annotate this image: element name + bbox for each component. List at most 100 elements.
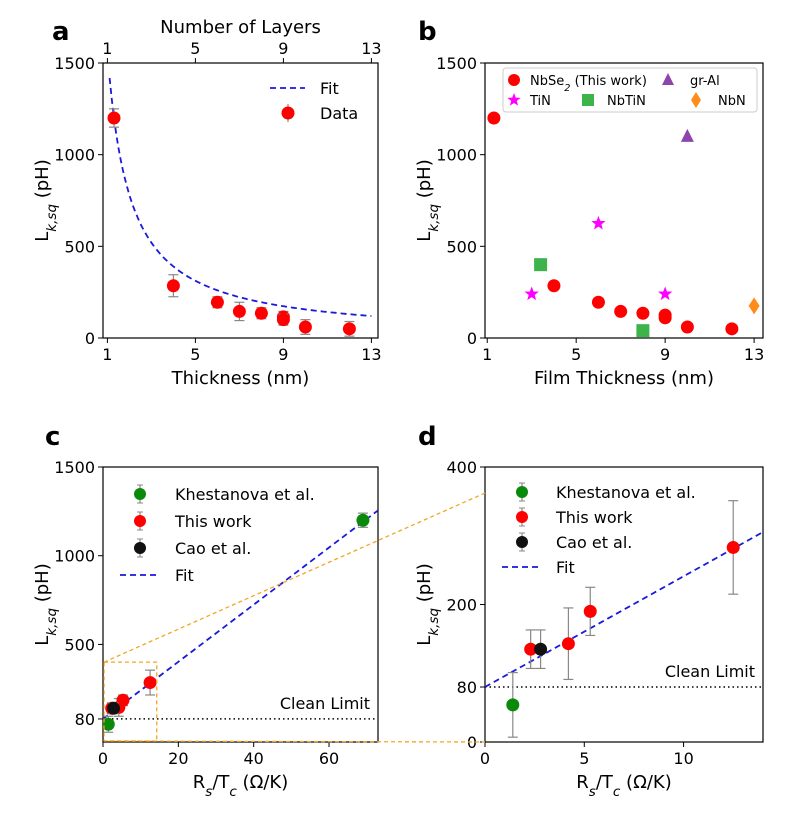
legend-label: This work xyxy=(555,508,633,527)
top-x-tick-label: 13 xyxy=(361,39,381,58)
y-axis-label: Lk,sq (pH) xyxy=(414,563,442,645)
data-point-this-work xyxy=(561,637,575,651)
x-axis-label: Film Thickness (nm) xyxy=(534,368,714,389)
x-tick-label: 0 xyxy=(98,749,108,768)
data-point-nbse-this-work- xyxy=(591,295,605,309)
data-point-data xyxy=(276,313,290,327)
data-point-cao-et-al- xyxy=(107,701,121,715)
legend-swatch xyxy=(582,94,594,106)
x-axis-label: Rs/Tc (Ω/K) xyxy=(576,772,671,800)
data-point-nbse-this-work- xyxy=(680,320,694,334)
legend-label: Cao et al. xyxy=(556,533,632,552)
legend-data-swatch xyxy=(281,106,295,120)
plot-area xyxy=(487,111,760,338)
x-tick-label: 10 xyxy=(673,749,693,768)
panel-label-a: a xyxy=(52,17,70,47)
legend-data-label: Data xyxy=(320,104,358,123)
data-point-cao-et-al- xyxy=(534,642,548,656)
data-point-khestanova-et-al- xyxy=(356,513,370,527)
y-tick-label: 200 xyxy=(446,596,477,615)
data-point-nbse-this-work- xyxy=(725,322,739,336)
plot-area xyxy=(107,77,372,337)
y-tick-label: 0 xyxy=(467,329,477,348)
x-tick-label: 5 xyxy=(571,345,581,364)
panel-label-c: c xyxy=(45,422,60,452)
data-point-data xyxy=(232,304,246,318)
x-tick-label: 5 xyxy=(190,345,200,364)
data-point-nbtin xyxy=(636,324,650,338)
legend-label: Khestanova et al. xyxy=(175,485,315,504)
x-tick-label: 1 xyxy=(482,345,492,364)
data-point-tin xyxy=(524,286,539,301)
panel-a: a 1 5 9 13 0 500 1000 1500 1 5 9 13 Number of Layers T… xyxy=(32,17,382,389)
panel-b: b 1 5 9 13 0 500 1000 1500 Film Thickness (nm) Lk,… xyxy=(414,17,764,389)
fit-curve xyxy=(108,77,372,317)
legend-fit-label: Fit xyxy=(320,79,339,98)
clean-limit-label: Clean Limit xyxy=(280,694,370,713)
panel-label-d: d xyxy=(418,422,437,452)
data-point-khestanova-et-al- xyxy=(506,698,520,712)
x-tick-label: 40 xyxy=(244,749,264,768)
legend-swatch xyxy=(516,486,528,498)
clean-limit-label: Clean Limit xyxy=(665,662,755,681)
data-point-data xyxy=(210,295,224,309)
y-axis-label: Lk,sq (pH) xyxy=(414,159,442,241)
data-point-gr-al xyxy=(680,128,694,142)
data-point-nbtin xyxy=(534,258,548,272)
plot-area xyxy=(485,500,763,738)
data-point-this-work xyxy=(116,693,130,707)
panel-label-b: b xyxy=(418,17,437,47)
data-point-this-work xyxy=(726,540,740,554)
y-tick-label: 500 xyxy=(64,237,95,256)
legend-d: Khestanova et al. This work Cao et al. Fit xyxy=(502,482,696,577)
top-x-tick-label: 5 xyxy=(190,39,200,58)
data-point-data xyxy=(342,322,356,336)
legend-label: Cao et al. xyxy=(175,539,251,558)
legend-label: NbN xyxy=(718,94,746,109)
y-tick-label: 500 xyxy=(64,635,95,654)
data-point-data xyxy=(298,320,312,334)
axes-frame xyxy=(484,62,764,339)
legend-swatch xyxy=(516,536,528,548)
legend-label: NbTiN xyxy=(607,94,646,109)
data-point-data xyxy=(107,111,121,125)
data-point-this-work xyxy=(143,676,157,690)
legend-fit-label: Fit xyxy=(175,566,194,585)
data-point-data xyxy=(166,279,180,293)
fit-line xyxy=(103,509,378,720)
legend-swatch xyxy=(134,542,146,554)
data-point-nbse-this-work- xyxy=(636,306,650,320)
data-point-tin xyxy=(591,215,606,230)
x-tick-label: 1 xyxy=(102,345,112,364)
y-tick-label: 1500 xyxy=(54,54,95,73)
x-tick-label: 9 xyxy=(660,345,670,364)
data-point-nbn xyxy=(748,297,760,315)
x-tick-label: 13 xyxy=(361,345,381,364)
x-tick-label: 60 xyxy=(319,749,339,768)
y-tick-label: 500 xyxy=(446,237,477,256)
y-tick-label: 400 xyxy=(446,458,477,477)
x-tick-label: 9 xyxy=(278,345,288,364)
x-axis-label: Rs/Tc (Ω/K) xyxy=(193,772,288,800)
y-axis-label: Lk,sq (pH) xyxy=(32,563,60,645)
y-tick-label: 1000 xyxy=(54,547,95,566)
legend-label: Khestanova et al. xyxy=(556,483,696,502)
data-point-data xyxy=(254,306,268,320)
plot-area xyxy=(103,509,378,733)
data-point-nbse-this-work- xyxy=(487,111,501,125)
x-axis-label: Thickness (nm) xyxy=(171,368,310,389)
y-tick-label: 1500 xyxy=(436,54,477,73)
top-x-axis-label: Number of Layers xyxy=(160,17,321,38)
legend-fit-label: Fit xyxy=(556,558,575,577)
legend-swatch xyxy=(691,92,701,108)
legend-swatch xyxy=(507,93,521,106)
y-tick-label: 1000 xyxy=(54,146,95,165)
data-point-khestanova-et-al- xyxy=(103,717,115,731)
top-x-tick-label: 1 xyxy=(102,39,112,58)
panel-c: c 0 20 40 60 80 500 1000 1500 Rs/Tc (Ω/K) Lk,sq (p… xyxy=(32,422,379,800)
legend-swatch xyxy=(516,511,528,523)
y-tick-label: 80 xyxy=(75,710,95,729)
zoom-connector xyxy=(103,740,486,743)
